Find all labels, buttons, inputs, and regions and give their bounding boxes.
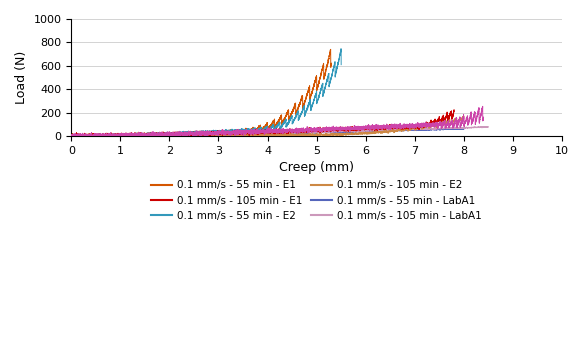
Y-axis label: Load (N): Load (N)	[15, 51, 28, 104]
X-axis label: Creep (mm): Creep (mm)	[279, 161, 354, 174]
Legend: 0.1 mm/s - 55 min - E1, 0.1 mm/s - 105 min - E1, 0.1 mm/s - 55 min - E2, 0.1 mm/: 0.1 mm/s - 55 min - E1, 0.1 mm/s - 105 m…	[147, 176, 486, 225]
